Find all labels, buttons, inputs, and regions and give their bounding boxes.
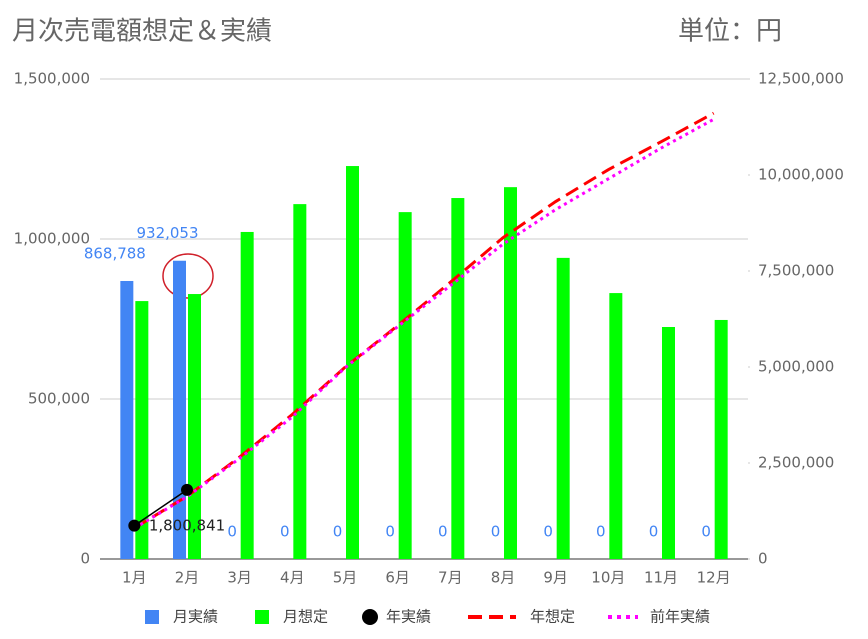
data-label: 0: [333, 523, 343, 541]
x-tick-label: 1月: [122, 569, 147, 587]
x-tick-label: 5月: [333, 569, 358, 587]
line: [133, 118, 715, 530]
data-label: 0: [701, 523, 711, 541]
point: [128, 519, 141, 532]
data-label: 0: [543, 523, 553, 541]
legend-swatch: [255, 610, 269, 624]
y2-tick-label: 5,000,000: [758, 358, 834, 376]
legend-swatch: [145, 610, 159, 624]
legend-swatch: [362, 609, 378, 625]
x-tick-label: 11月: [644, 569, 678, 587]
y-tick-label: 1,000,000: [14, 230, 90, 248]
y-tick-label: 1,500,000: [14, 70, 90, 88]
x-tick-label: 3月: [227, 569, 252, 587]
x-tick-label: 2月: [175, 569, 200, 587]
bar: [240, 231, 254, 559]
legend-label: 年想定: [530, 608, 575, 626]
bar: [398, 212, 412, 559]
data-label: 868,788: [84, 244, 146, 262]
data-label: 0: [227, 523, 237, 541]
y2-tick-label: 12,500,000: [758, 70, 844, 88]
point: [181, 483, 193, 496]
data-label: 0: [438, 523, 448, 541]
bar: [135, 301, 149, 559]
highlight-circle: [162, 253, 214, 299]
data-label: 0: [280, 523, 290, 541]
bar: [293, 204, 307, 559]
data-label: 0: [385, 523, 395, 541]
line: [133, 489, 188, 527]
x-tick-label: 9月: [543, 569, 568, 587]
bar: [556, 257, 570, 559]
y2-tick-label: 0: [758, 550, 768, 568]
legend-label: 年実績: [386, 608, 431, 626]
x-tick-label: 12月: [697, 569, 731, 587]
bar: [504, 187, 517, 559]
legend-label: 月想定: [283, 608, 328, 626]
data-label: 1,800,841: [149, 516, 225, 534]
x-tick-label: 6月: [385, 569, 410, 587]
unit-label: 単位：円: [678, 17, 782, 47]
y-tick-label: 500,000: [28, 390, 90, 408]
x-tick-label: 8月: [491, 569, 516, 587]
bar: [609, 293, 623, 559]
legend-label: 月実績: [173, 608, 218, 626]
bar: [714, 319, 728, 559]
y2-tick-label: 10,000,000: [758, 166, 844, 184]
data-label: 0: [649, 523, 659, 541]
data-label: 932,053: [136, 224, 198, 242]
bar: [451, 198, 465, 560]
x-tick-label: 4月: [280, 569, 305, 587]
line: [133, 111, 715, 530]
bar: [662, 327, 675, 559]
x-tick-label: 7月: [438, 569, 463, 587]
data-label: 0: [596, 523, 606, 541]
y2-tick-label: 2,500,000: [758, 454, 834, 472]
bar: [173, 260, 186, 559]
y2-tick-label: 7,500,000: [758, 262, 834, 280]
legend-label: 前年実績: [650, 608, 710, 626]
data-label: 0: [491, 523, 501, 541]
bar: [120, 280, 134, 559]
x-tick-label: 10月: [591, 569, 625, 587]
chart-title: 月次売電額想定＆実績: [12, 17, 272, 47]
y-tick-label: 0: [80, 550, 90, 568]
